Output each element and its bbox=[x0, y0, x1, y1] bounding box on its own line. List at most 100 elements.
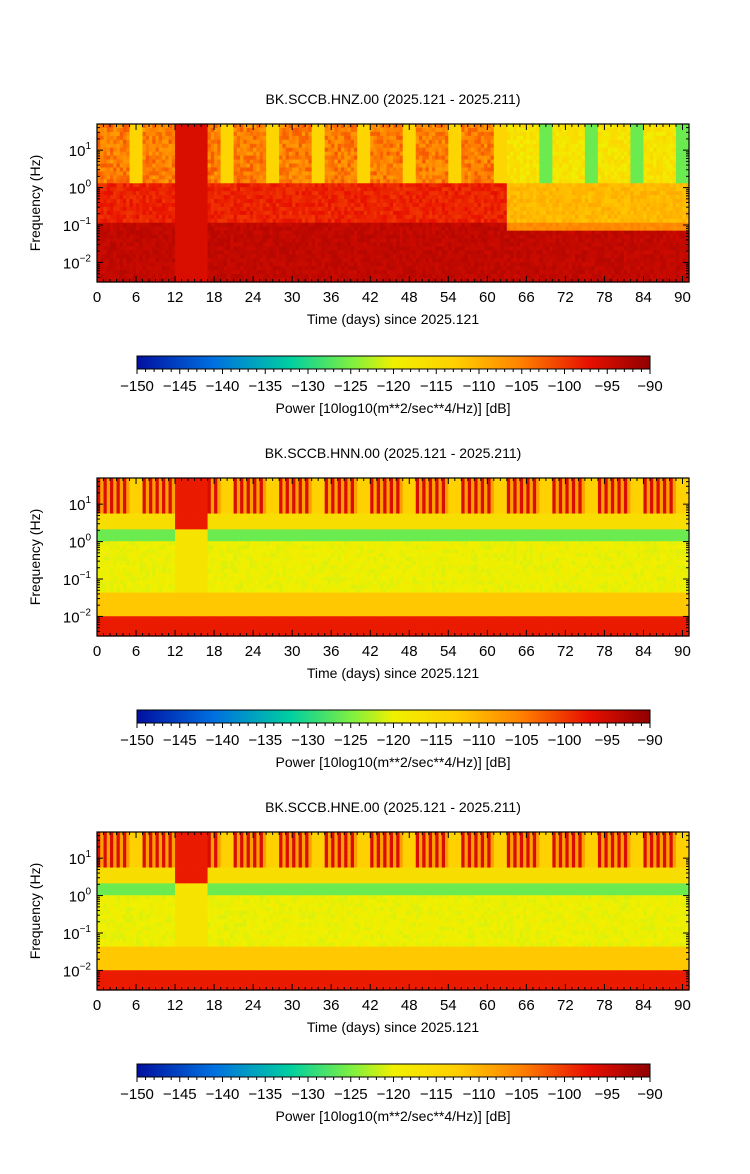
heatmap-cell bbox=[243, 218, 248, 224]
heatmap-cell bbox=[324, 278, 329, 283]
heatmap-cell bbox=[168, 206, 173, 212]
heatmap-cell bbox=[246, 163, 251, 169]
heatmap-cell bbox=[295, 135, 300, 141]
heatmap-cell bbox=[145, 258, 150, 263]
heatmap-cell bbox=[103, 155, 108, 161]
heatmap-cell bbox=[340, 238, 345, 244]
heatmap-cell bbox=[360, 203, 365, 208]
heatmap-cell bbox=[412, 179, 417, 184]
heatmap-cell bbox=[243, 222, 248, 228]
heatmap-cell bbox=[412, 175, 417, 180]
heatmap-cell bbox=[379, 155, 384, 161]
heatmap-cell bbox=[184, 270, 189, 275]
heatmap-cell bbox=[230, 143, 235, 149]
heatmap-cell bbox=[305, 187, 310, 192]
heatmap-cell bbox=[158, 203, 163, 208]
heatmap-cell bbox=[236, 147, 241, 153]
heatmap-cell bbox=[366, 135, 371, 141]
heatmap-cell bbox=[201, 242, 205, 248]
heatmap-cell bbox=[415, 262, 420, 267]
heatmap-cell bbox=[168, 250, 173, 255]
heatmap-cell bbox=[165, 262, 170, 267]
heatmap-cell bbox=[266, 206, 270, 212]
heatmap-cell bbox=[415, 159, 420, 165]
heatmap-cell bbox=[327, 230, 332, 236]
heatmap-cell bbox=[126, 218, 131, 224]
heatmap-cell bbox=[314, 179, 319, 184]
heatmap-cell bbox=[409, 254, 414, 259]
heatmap-cell bbox=[357, 147, 362, 153]
heatmap-cell bbox=[236, 270, 241, 275]
heatmap-cell bbox=[379, 226, 384, 232]
heatmap-cell bbox=[194, 187, 199, 192]
heatmap-cell bbox=[327, 167, 332, 172]
heatmap-cell bbox=[292, 246, 297, 251]
heatmap-cell bbox=[139, 234, 144, 240]
heatmap-cell bbox=[324, 131, 329, 137]
heatmap-cell bbox=[201, 175, 205, 180]
heatmap-cell bbox=[399, 278, 404, 283]
heatmap-cell bbox=[301, 246, 306, 251]
heatmap-cell bbox=[142, 203, 147, 208]
heatmap-cell bbox=[269, 163, 274, 169]
heatmap-cell bbox=[350, 155, 355, 161]
heatmap-cell bbox=[217, 266, 222, 271]
heatmap-cell bbox=[256, 270, 261, 275]
heatmap-cell bbox=[132, 274, 137, 279]
heatmap-cell bbox=[357, 250, 362, 255]
heatmap-cell bbox=[331, 270, 336, 275]
heatmap-cell bbox=[246, 262, 251, 267]
heatmap-cell bbox=[344, 266, 349, 271]
heatmap-cell bbox=[162, 171, 166, 176]
heatmap-cell bbox=[419, 238, 423, 244]
heatmap-cell bbox=[318, 127, 323, 133]
heatmap-cell bbox=[373, 191, 378, 196]
heatmap-cell bbox=[168, 151, 173, 157]
heatmap-cell bbox=[126, 127, 131, 133]
heatmap-cell bbox=[386, 242, 391, 248]
heatmap-cell bbox=[340, 254, 345, 259]
heatmap-cell bbox=[158, 254, 163, 259]
heatmap-cell bbox=[311, 179, 316, 184]
heatmap-cell bbox=[132, 175, 137, 180]
heatmap-cell bbox=[165, 183, 170, 188]
heatmap-cell bbox=[402, 179, 407, 184]
heatmap-cell bbox=[402, 234, 407, 240]
heatmap-cell bbox=[243, 187, 248, 192]
heatmap-cell bbox=[412, 230, 417, 236]
heatmap-cell bbox=[178, 195, 183, 200]
heatmap-cell bbox=[197, 226, 202, 232]
heatmap-cell bbox=[149, 246, 153, 251]
heatmap-cell bbox=[406, 222, 410, 228]
heatmap-cell bbox=[262, 230, 267, 236]
heatmap-cell bbox=[402, 274, 407, 279]
heatmap-cell bbox=[370, 234, 375, 240]
heatmap-cell bbox=[350, 175, 355, 180]
heatmap-cell bbox=[396, 195, 401, 200]
heatmap-cell bbox=[145, 246, 150, 251]
heatmap-cell bbox=[370, 143, 375, 149]
heatmap-cell bbox=[243, 199, 248, 204]
heatmap-cell bbox=[331, 262, 336, 267]
heatmap-cell bbox=[321, 187, 326, 192]
heatmap-cell bbox=[227, 155, 231, 161]
heatmap-cell bbox=[279, 238, 283, 244]
heatmap-cell bbox=[308, 191, 313, 196]
heatmap-cell bbox=[399, 171, 404, 176]
heatmap-cell bbox=[142, 147, 147, 153]
heatmap-cell bbox=[406, 183, 410, 188]
heatmap-cell bbox=[399, 159, 404, 165]
heatmap-cell bbox=[279, 278, 283, 283]
heatmap-cell bbox=[175, 195, 179, 200]
heatmap-cell bbox=[214, 187, 218, 192]
heatmap-cell bbox=[288, 250, 293, 255]
heatmap-cell bbox=[396, 266, 401, 271]
heatmap-cell bbox=[350, 124, 355, 129]
heatmap-cell bbox=[324, 270, 329, 275]
heatmap-cell bbox=[334, 234, 339, 240]
heatmap-cell bbox=[298, 222, 303, 228]
heatmap-cell bbox=[357, 270, 362, 275]
heatmap-cell bbox=[344, 143, 349, 149]
heatmap-cell bbox=[240, 226, 244, 232]
heatmap-cell bbox=[334, 274, 339, 279]
